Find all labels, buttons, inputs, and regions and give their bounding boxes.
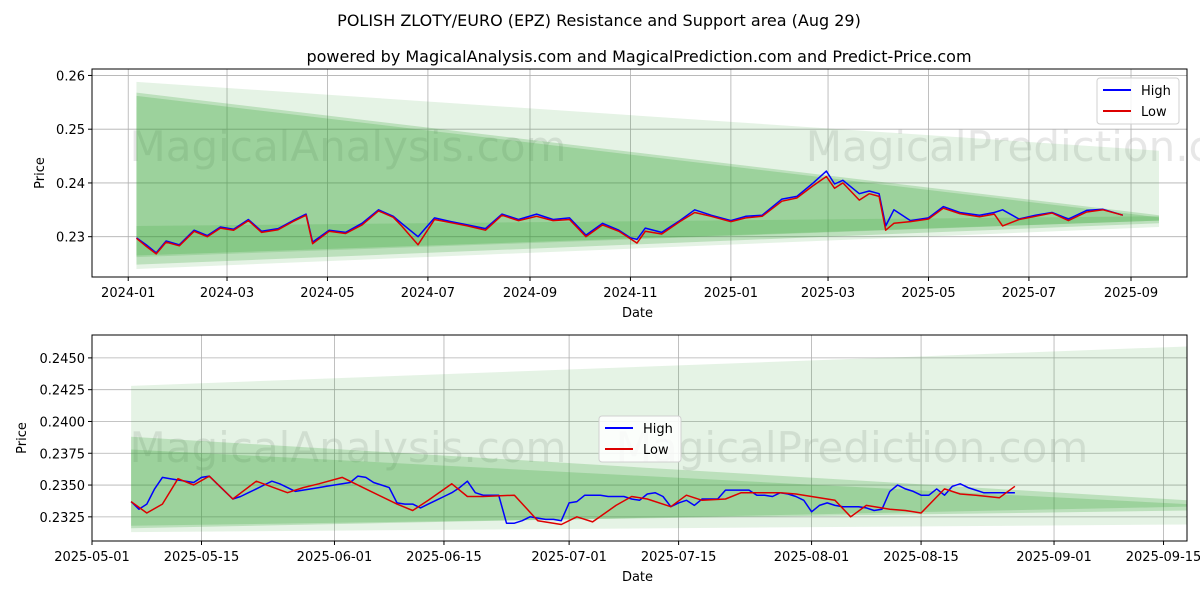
chart-title: POLISH ZLOTY/EURO (EPZ) Resistance and S… (337, 11, 861, 30)
y-tick-label: 0.2325 (40, 511, 86, 526)
high-series-line (130, 475, 1015, 524)
top-panel: MagicalAnalysis.com MagicalPrediction.com… (33, 68, 1200, 321)
low-series-line (136, 175, 1123, 255)
x-tick-label: 2025-05 (901, 286, 955, 301)
x-tick-label: 2024-05 (300, 286, 354, 301)
x-tick-label: 2024-07 (401, 286, 455, 301)
y-tick-label: 0.2425 (40, 384, 86, 399)
y-tick-label: 0.2400 (40, 415, 86, 430)
y-tick-label: 0.25 (56, 123, 85, 138)
x-tick-label: 2025-05-01 (54, 550, 130, 565)
x-axis-label: Date (622, 570, 653, 585)
x-tick-label: 2024-09 (503, 286, 557, 301)
x-tick-label: 2025-08-15 (883, 550, 959, 565)
x-tick-label: 2025-06-01 (297, 550, 373, 565)
resistance-support-band (131, 436, 1187, 529)
x-tick-label: 2025-07-15 (641, 550, 717, 565)
legend-high-label: High (1141, 84, 1171, 99)
resistance-support-band (136, 92, 1160, 256)
y-tick-label: 0.2350 (40, 479, 86, 494)
y-tick-label: 0.26 (56, 69, 85, 84)
x-tick-label: 2025-06-15 (406, 550, 482, 565)
x-tick-label: 2025-09-01 (1016, 550, 1092, 565)
x-tick-label: 2025-03 (801, 286, 855, 301)
y-axis-label: Price (15, 422, 30, 454)
plot-frame (91, 68, 1188, 278)
x-tick-label: 2025-05-15 (164, 550, 240, 565)
x-tick-label: 2025-01 (704, 286, 758, 301)
x-tick-label: 2025-07-01 (531, 550, 607, 565)
x-tick-label: 2024-11 (603, 286, 657, 301)
low-series-line (130, 475, 1016, 526)
resistance-support-band (136, 216, 1160, 258)
watermark-text: MagicalAnalysis.com (130, 423, 567, 472)
legend-low-label: Low (643, 443, 669, 458)
y-tick-label: 0.24 (56, 177, 85, 192)
plot-frame (91, 334, 1188, 542)
legend-high-label: High (643, 422, 673, 437)
watermark-text: MagicalPrediction.com (806, 122, 1200, 171)
watermark-text: MagicalPrediction.com (616, 423, 1089, 472)
x-tick-label: 2024-01 (101, 286, 155, 301)
high-series-line (136, 170, 1124, 254)
x-tick-label: 2025-07 (1002, 286, 1056, 301)
x-tick-label: 2025-08-01 (774, 550, 850, 565)
y-tick-label: 0.2375 (40, 447, 86, 462)
x-tick-label: 2024-03 (200, 286, 254, 301)
legend-low-label: Low (1141, 105, 1167, 120)
y-tick-label: 0.23 (56, 231, 85, 246)
watermark-text: MagicalAnalysis.com (130, 122, 567, 171)
y-tick-label: 0.2450 (40, 352, 86, 367)
chart-subtitle: powered by MagicalAnalysis.com and Magic… (306, 47, 971, 66)
resistance-support-band (131, 449, 1187, 526)
y-axis-label: Price (33, 157, 48, 189)
x-axis-label: Date (622, 306, 653, 321)
bottom-panel: MagicalAnalysis.com MagicalPrediction.com… (15, 334, 1200, 585)
x-tick-label: 2025-09-15 (1126, 550, 1200, 565)
x-tick-label: 2025-09 (1104, 286, 1158, 301)
